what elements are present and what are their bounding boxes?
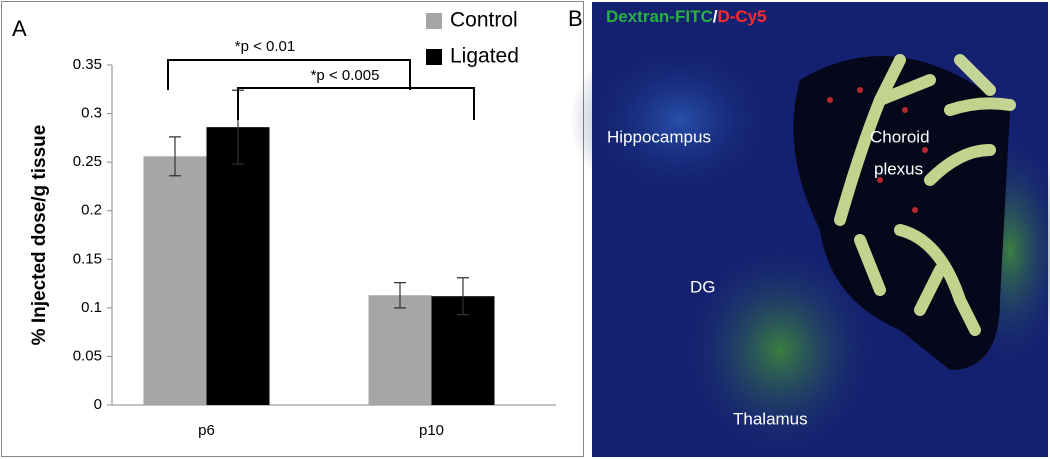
bar [206,127,270,406]
panel-label: A [12,16,27,41]
y-tick-label: 0.35 [73,56,102,73]
region-label: Thalamus [733,409,808,428]
y-tick-label: 0 [94,396,102,413]
stain-green: Dextran-FITC [606,7,713,26]
y-tick-label: 0.05 [73,347,102,364]
error-bar [394,282,406,309]
y-tick-label: 0.25 [73,153,102,170]
legend-label: Ligated [450,45,519,68]
annotation: *p < 0.01 [235,38,295,55]
bar [368,295,432,405]
y-tick-label: 0.1 [81,299,102,316]
panel-label: B [568,6,583,31]
y-axis-label: % Injected dose/g tissue [29,125,50,346]
error-bar [169,136,181,177]
significance-bracket [237,87,475,120]
y-tick-label: 0.3 [81,105,102,122]
x-tick-label: p6 [198,422,215,439]
x-tick-label: p10 [419,422,444,439]
annotation: *p < 0.005 [311,67,380,84]
region-label: DG [690,277,716,296]
legend-swatch [426,13,442,29]
stain-red: D-Cy5 [717,7,766,26]
region-label: Hippocampus [607,127,711,146]
legend-label: Control [450,9,518,32]
y-tick-label: 0.15 [73,250,102,267]
stain-separator: / [713,7,718,26]
bar [143,156,207,405]
significance-bracket [167,59,411,90]
stain-label: Dextran-FITC/D-Cy5 [606,7,767,26]
micrograph [570,2,1050,459]
error-bar [457,277,469,316]
y-tick-label: 0.2 [81,202,102,219]
region-label: plexus [874,159,923,178]
legend-swatch [426,49,442,65]
region-label: Choroid [870,127,930,146]
